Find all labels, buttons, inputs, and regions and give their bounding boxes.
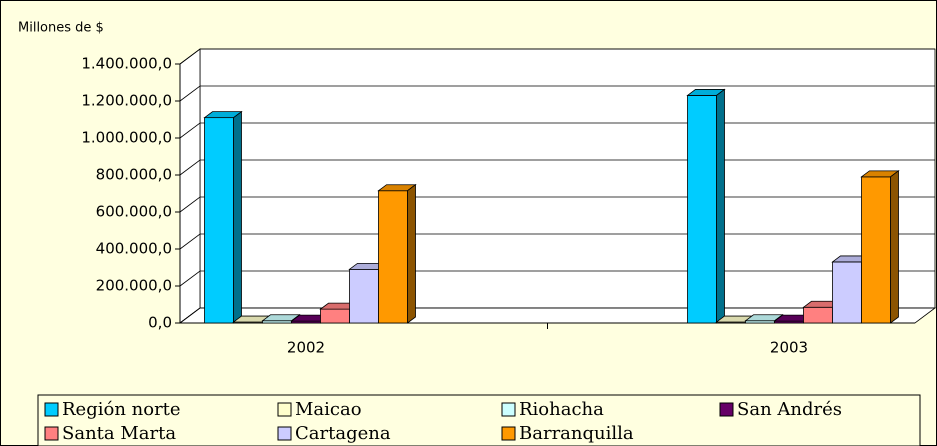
legend-label: Cartagena — [295, 423, 391, 444]
legend-label: Región norte — [62, 399, 181, 420]
bar — [860, 170, 900, 324]
bar-front — [204, 117, 234, 324]
legend-label: Maicao — [295, 399, 362, 420]
grid-line — [179, 48, 935, 65]
legend — [37, 394, 921, 446]
bar-side — [407, 183, 416, 324]
legend-swatch — [277, 426, 292, 441]
x-tick-label: 2003 — [770, 339, 808, 357]
back-wall — [199, 48, 936, 309]
y-tick-label: 1.000.000,0 — [81, 129, 172, 147]
legend-swatch — [277, 402, 292, 417]
grid-line — [179, 85, 935, 102]
y-tick-label: 1.200.000,0 — [81, 92, 172, 110]
x-tick-label: 2002 — [287, 339, 325, 357]
bar-side — [233, 110, 242, 324]
y-tick-label: 400.000,0 — [96, 240, 172, 258]
y-tick-label: 1.400.000,0 — [81, 55, 172, 73]
bar-front — [378, 190, 408, 324]
y-tick-label: 200.000,0 — [96, 277, 172, 295]
bar-front — [832, 261, 862, 324]
bar — [377, 183, 417, 324]
legend-label: Riohacha — [519, 399, 604, 420]
legend-label: Barranquilla — [519, 423, 634, 444]
bar-front — [803, 306, 833, 324]
bar-side — [890, 170, 899, 324]
plot-area — [175, 48, 937, 329]
legend-swatch — [719, 402, 734, 417]
side-wall — [179, 48, 201, 324]
y-tick-label: 800.000,0 — [96, 166, 172, 184]
legend-swatch — [44, 402, 59, 417]
y-tick-label: 0,0 — [148, 314, 172, 332]
bar-front — [320, 308, 350, 324]
legend-label: San Andrés — [737, 399, 842, 420]
legend-swatch — [501, 426, 516, 441]
bar-side — [716, 88, 725, 324]
chart-title: Millones de $ — [18, 21, 104, 36]
bar-front — [349, 268, 379, 324]
y-tick-label: 600.000,0 — [96, 203, 172, 221]
bar-front — [687, 95, 717, 324]
legend-label: Santa Marta — [62, 423, 176, 444]
bar — [686, 88, 726, 324]
legend-swatch — [501, 402, 516, 417]
bar-front — [861, 176, 891, 324]
bar — [203, 110, 243, 324]
legend-swatch — [44, 426, 59, 441]
